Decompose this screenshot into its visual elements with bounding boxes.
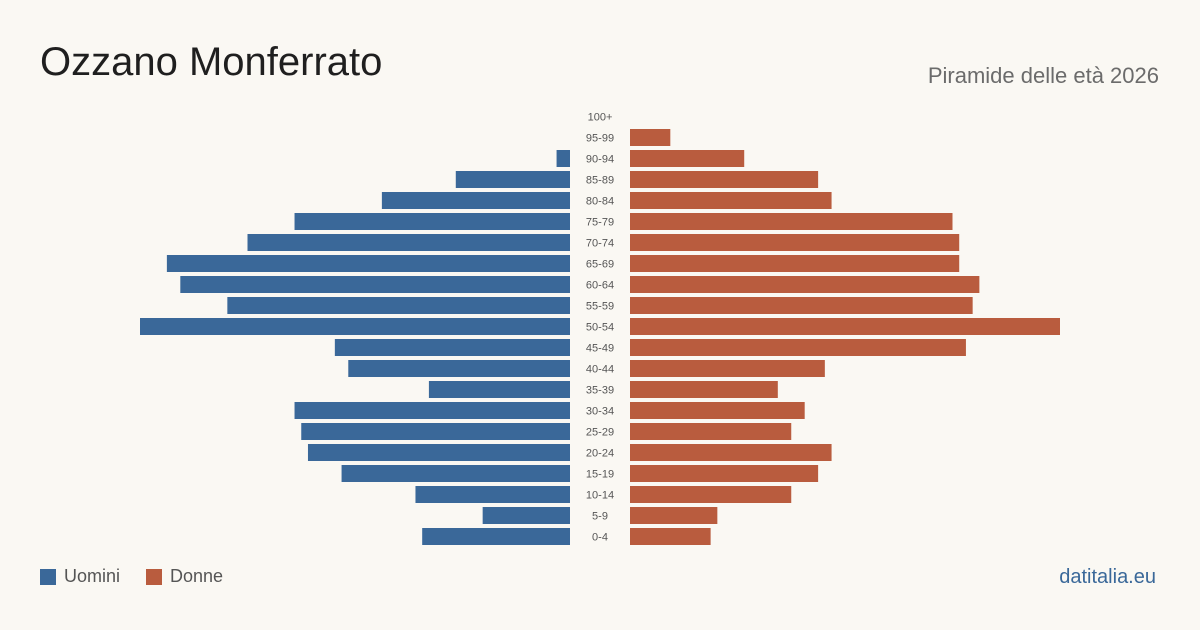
legend-item-men: Uomini: [40, 566, 120, 587]
bar-men-90-94: [556, 150, 570, 167]
bar-men-80-84: [381, 192, 570, 209]
age-label-55-59: 55-59: [586, 301, 614, 313]
bar-men-30-34: [294, 402, 570, 419]
bar-women-45-49: [630, 339, 966, 356]
page-title: Ozzano Monferrato: [40, 40, 383, 84]
legend-swatch-women: [146, 568, 163, 585]
bar-men-15-19: [341, 465, 570, 482]
age-label-50-54: 50-54: [586, 322, 614, 334]
bar-women-70-74: [630, 234, 960, 251]
age-label-80-84: 80-84: [586, 196, 614, 208]
bar-women-5-9: [630, 507, 718, 524]
bar-men-55-59: [227, 297, 570, 314]
bar-women-85-89: [630, 171, 819, 188]
bar-women-25-29: [630, 423, 792, 440]
bar-women-95-99: [630, 129, 671, 146]
legend-label-women: Donne: [170, 566, 224, 586]
bar-men-70-74: [247, 234, 570, 251]
bar-women-50-54: [630, 318, 1060, 335]
bar-women-60-64: [630, 276, 980, 293]
bar-men-40-44: [348, 360, 570, 377]
age-label-10-14: 10-14: [586, 490, 614, 502]
bar-men-75-79: [294, 213, 570, 230]
age-label-65-69: 65-69: [586, 259, 614, 271]
bar-men-60-64: [180, 276, 570, 293]
age-label-75-79: 75-79: [586, 217, 614, 229]
bar-women-80-84: [630, 192, 832, 209]
bar-women-40-44: [630, 360, 825, 377]
bar-men-20-24: [307, 444, 570, 461]
bar-women-90-94: [630, 150, 745, 167]
bar-women-10-14: [630, 486, 792, 503]
bar-women-0-4: [630, 528, 711, 545]
age-label-45-49: 45-49: [586, 343, 614, 355]
age-label-85-89: 85-89: [586, 175, 614, 187]
bar-women-65-69: [630, 255, 960, 272]
bar-women-20-24: [630, 444, 832, 461]
age-label-0-4: 0-4: [592, 532, 608, 544]
bar-men-5-9: [482, 507, 570, 524]
chart-subtitle: Piramide delle età 2026: [927, 63, 1159, 88]
age-label-70-74: 70-74: [586, 238, 614, 250]
age-label-60-64: 60-64: [586, 280, 614, 292]
age-label-5-9: 5-9: [592, 511, 608, 523]
age-label-40-44: 40-44: [586, 364, 614, 376]
age-label-100+: 100+: [588, 112, 613, 124]
legend-label-men: Uomini: [64, 566, 121, 586]
bar-men-0-4: [422, 528, 570, 545]
bar-men-85-89: [455, 171, 570, 188]
bar-men-10-14: [415, 486, 570, 503]
bar-men-35-39: [428, 381, 570, 398]
bar-men-50-54: [140, 318, 570, 335]
age-label-20-24: 20-24: [586, 448, 614, 460]
legend-item-women: Donne: [146, 566, 223, 587]
bar-women-15-19: [630, 465, 819, 482]
age-label-15-19: 15-19: [586, 469, 614, 481]
age-label-25-29: 25-29: [586, 427, 614, 439]
legend: Uomini Donne: [40, 566, 249, 587]
bar-men-25-29: [301, 423, 570, 440]
bar-women-55-59: [630, 297, 973, 314]
age-label-90-94: 90-94: [586, 154, 614, 166]
bar-women-30-34: [630, 402, 805, 419]
legend-swatch-men: [40, 568, 56, 585]
bar-women-35-39: [630, 381, 778, 398]
bar-men-45-49: [334, 339, 570, 356]
age-label-30-34: 30-34: [586, 406, 614, 418]
age-label-35-39: 35-39: [586, 385, 614, 397]
site-link[interactable]: datitalia.eu: [1059, 566, 1156, 588]
age-label-95-99: 95-99: [586, 133, 614, 145]
bar-men-65-69: [166, 255, 570, 272]
bar-women-75-79: [630, 213, 953, 230]
